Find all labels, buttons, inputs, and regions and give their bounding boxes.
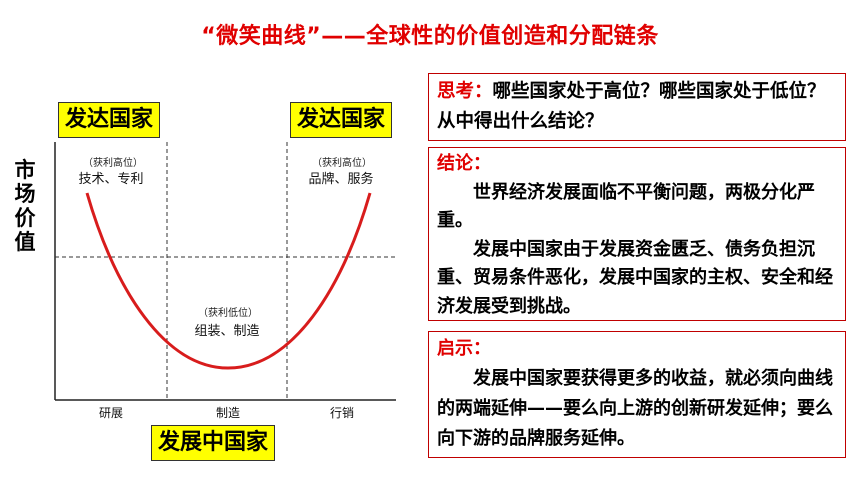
think-header: 思考： [437, 81, 493, 102]
y-axis-label-char: 值 [14, 230, 36, 254]
x-label-rd: 研展 [99, 406, 123, 420]
think-box: 思考：哪些国家处于高位？哪些国家处于低位？从中得出什么结论？ [428, 73, 846, 141]
y-axis-label: 市 场 价 值 [12, 158, 38, 254]
left-note-small: （获利高位） [83, 156, 143, 169]
mid-note-small: （获利低位） [198, 306, 258, 319]
y-axis-label-char: 场 [14, 182, 36, 206]
x-label-marketing: 行销 [330, 406, 354, 420]
inspiration-header: 启示： [437, 338, 491, 359]
inspiration-box: 启示： 发展中国家要获得更多的收益，就必须向曲线的两端延伸——要么向上游的创新研… [428, 331, 846, 458]
developing-country-tag: 发展中国家 [151, 425, 276, 461]
developed-country-tag-left: 发达国家 [58, 102, 161, 138]
inspiration-para-1: 发展中国家要获得更多的收益，就必须向曲线的两端延伸——要么向上游的创新研发延伸；… [437, 368, 833, 449]
mid-note: 组装、制造 [194, 324, 259, 339]
conclusion-para-1: 世界经济发展面临不平衡问题，两极分化严重。 [437, 181, 815, 232]
developed-country-tag-right: 发达国家 [290, 102, 393, 138]
conclusion-header: 结论： [437, 153, 491, 174]
right-note: 品牌、服务 [308, 171, 373, 187]
y-axis-label-char: 市 [14, 158, 36, 182]
right-note-small: （获利高位） [312, 156, 372, 169]
y-axis-label-char: 价 [14, 206, 36, 230]
smile-curve-diagram: （获利高位） 技术、专利 （获利高位） 品牌、服务 （获利低位） 组装、制造 研… [54, 142, 396, 420]
x-label-manufacture: 制造 [216, 406, 240, 420]
left-note: 技术、专利 [78, 172, 143, 187]
smile-curve [85, 192, 372, 370]
think-text: 哪些国家处于高位？哪些国家处于低位？从中得出什么结论？ [437, 81, 826, 132]
conclusion-para-2: 发展中国家由于发展资金匮乏、债务负担沉重、贸易条件恶化，发展中国家的主权、安全和… [437, 238, 833, 317]
page-title: “微笑曲线”——全球性的价值创造和分配链条 [201, 24, 659, 49]
conclusion-box: 结论： 世界经济发展面临不平衡问题，两极分化严重。 发展中国家由于发展资金匮乏、… [428, 147, 846, 321]
